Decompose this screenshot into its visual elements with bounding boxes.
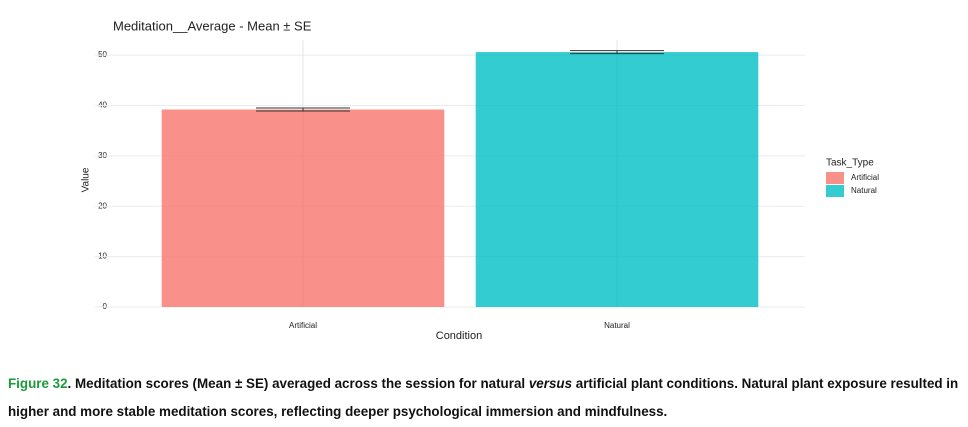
caption-emphasis: versus [528, 376, 573, 391]
caption-label: Figure 32 [8, 376, 68, 391]
caption-text: . Meditation scores (Mean ± SE) averaged… [67, 376, 529, 391]
legend-key [826, 172, 844, 184]
caption: Figure 32. Meditation scores (Mean ± SE)… [8, 370, 966, 426]
legend-key [826, 185, 844, 197]
x-tick-label: Artificial [289, 321, 317, 330]
legend-label: Artificial [851, 173, 879, 182]
chart: Meditation__Average - Mean ± SE Conditio… [81, 18, 880, 342]
y-axis-label: Value [81, 167, 92, 192]
x-tick-label: Natural [604, 321, 630, 330]
caption-text: artificial plant conditions. Natural pla… [8, 376, 959, 419]
legend-title: Task_Type [826, 158, 874, 169]
legend-label: Natural [851, 186, 877, 195]
x-axis-label: Condition [436, 330, 482, 342]
chart-title: Meditation__Average - Mean ± SE [113, 18, 312, 33]
bar [475, 52, 759, 308]
bar [161, 109, 445, 307]
